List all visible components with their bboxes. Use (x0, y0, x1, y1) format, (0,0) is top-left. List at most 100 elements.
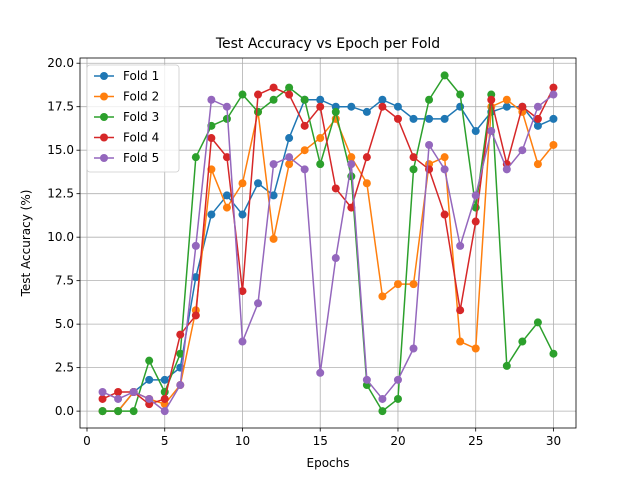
x-tick-label: 0 (83, 434, 91, 448)
data-point (145, 394, 154, 403)
data-point (160, 375, 169, 384)
data-point (129, 387, 138, 396)
data-point (331, 254, 340, 263)
data-point (316, 102, 325, 111)
data-point (254, 107, 263, 116)
data-point (518, 146, 527, 155)
x-axis-title: Epochs (307, 456, 350, 470)
data-point (191, 153, 200, 162)
data-point (409, 153, 418, 162)
data-point (456, 241, 465, 250)
legend-marker (100, 154, 108, 162)
series-line (102, 86, 555, 405)
legend-marker (100, 92, 108, 101)
data-point (347, 153, 356, 162)
data-point (347, 203, 356, 212)
data-point (300, 95, 309, 104)
data-point (502, 165, 511, 174)
data-point (471, 191, 480, 200)
data-point (425, 140, 434, 149)
data-point (238, 287, 247, 296)
data-point (269, 95, 278, 104)
data-point (160, 394, 169, 403)
data-point (191, 273, 200, 282)
data-point (502, 102, 511, 111)
data-point (440, 210, 449, 219)
y-tick-label: 15.0 (47, 143, 74, 157)
data-point (222, 102, 231, 111)
data-point (222, 114, 231, 123)
data-point (331, 184, 340, 193)
x-tick-label: 5 (161, 434, 169, 448)
data-point (393, 102, 402, 111)
data-point (440, 165, 449, 174)
data-point (114, 387, 123, 396)
data-point (285, 83, 294, 92)
legend-label: Fold 3 (123, 110, 159, 124)
series-line (102, 74, 555, 412)
data-point (440, 71, 449, 80)
data-point (549, 349, 558, 358)
data-point (269, 191, 278, 200)
data-point (238, 90, 247, 99)
data-point (129, 407, 138, 416)
data-point (549, 90, 558, 99)
data-point (378, 407, 387, 416)
data-point (425, 114, 434, 123)
data-point (176, 349, 185, 358)
y-tick-label: 5.0 (55, 317, 74, 331)
axis-ticks: 0 5 10 15 20 25 30 0.0 2.5 5.0 7.5 10.0 12.5 15.0 17.5… (47, 56, 561, 448)
data-point (269, 234, 278, 243)
data-point (300, 146, 309, 155)
data-point (316, 134, 325, 143)
data-point (518, 102, 527, 111)
data-point (254, 90, 263, 99)
y-tick-label: 17.5 (47, 100, 74, 114)
data-point (362, 107, 371, 116)
data-point (207, 210, 216, 219)
data-point (98, 387, 107, 396)
data-point (362, 375, 371, 384)
data-point (269, 83, 278, 92)
data-point (114, 394, 123, 403)
y-tick-label: 0.0 (55, 404, 74, 418)
data-point (533, 114, 542, 123)
data-point (145, 375, 154, 384)
data-point (238, 337, 247, 346)
y-tick-label: 10.0 (47, 230, 74, 244)
series-5 (98, 90, 558, 416)
data-point (254, 179, 263, 188)
legend-label: Fold 5 (123, 151, 159, 165)
data-point (222, 203, 231, 212)
data-point (409, 114, 418, 123)
data-point (254, 299, 263, 308)
data-point (518, 337, 527, 346)
data-point (378, 102, 387, 111)
data-point (207, 95, 216, 104)
data-point (285, 134, 294, 143)
data-point (471, 217, 480, 226)
data-point (145, 356, 154, 365)
data-point (393, 394, 402, 403)
data-point (409, 165, 418, 174)
data-point (98, 407, 107, 416)
data-point (487, 95, 496, 104)
data-point (160, 407, 169, 416)
data-point (471, 344, 480, 353)
data-point (238, 210, 247, 219)
x-tick-label: 30 (546, 434, 561, 448)
data-point (440, 114, 449, 123)
data-point (533, 121, 542, 130)
data-point (393, 280, 402, 289)
data-point (409, 280, 418, 289)
data-point (549, 140, 558, 149)
data-point (549, 83, 558, 92)
y-tick-label: 20.0 (47, 56, 74, 70)
data-point (269, 160, 278, 169)
legend: Fold 1 Fold 2 Fold 3 Fold 4 Fold 5 (86, 64, 180, 173)
data-point (285, 153, 294, 162)
x-tick-label: 20 (390, 434, 405, 448)
data-point (331, 107, 340, 116)
data-point (222, 191, 231, 200)
legend-label: Fold 4 (123, 131, 159, 145)
